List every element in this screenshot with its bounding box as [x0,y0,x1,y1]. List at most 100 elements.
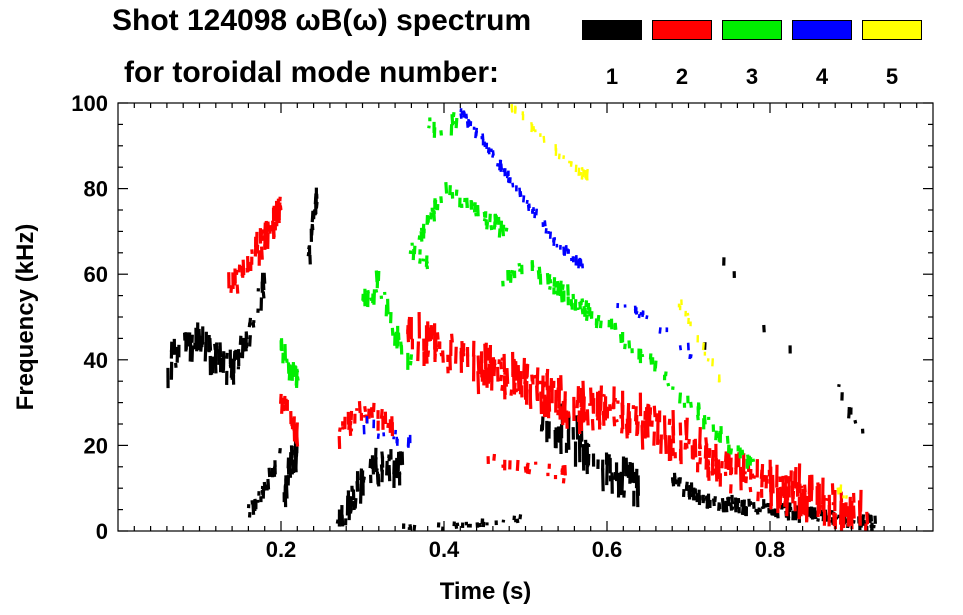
y-tick-label: 100 [71,91,108,116]
spectrum-streak [598,320,603,329]
spectrum-streak [476,371,481,395]
spectrum-streak [652,405,657,418]
spectrum-streak [560,284,565,291]
spectrum-streak [454,524,459,529]
spectrum-streak [516,365,521,392]
spectrum-streak [274,204,279,217]
spectrum-streak [689,354,693,359]
spectrum-streak [374,288,379,293]
spectrum-streak [532,126,536,132]
spectrum-streak [517,262,522,267]
spectrum-streak [526,204,531,212]
spectrum-streak [387,464,392,482]
spectrum-streak [630,462,635,483]
axis-ticks: 0.2 0.4 0.6 0.8 0 20 40 60 80 100 [71,91,933,562]
spectrum-streak [338,427,342,432]
chart-title-line2: for toroidal mode number: [124,56,499,89]
spectrum-streak [376,433,380,439]
spectrum-streak [500,357,505,362]
spectrum-streak [861,514,866,522]
spectrum-streak [357,401,362,414]
spectrum-streak [694,495,699,501]
spectrum-streak [235,284,240,294]
spectrum-streak [729,502,734,511]
spectrum-streak [232,350,237,362]
spectrum-streak [684,481,689,489]
spectrum-streak [687,438,691,445]
spectrum-streak [658,327,662,334]
legend-label-1: 1 [605,64,619,89]
spectrum-streak [547,274,552,282]
spectrum-streak [372,289,377,305]
y-tick-label: 20 [84,433,108,458]
spectrum-streak [590,419,595,431]
spectrum-streak [785,491,790,517]
spectrum-streak [310,210,315,223]
spectrum-streak [418,258,422,264]
spectrum-marks [166,104,877,532]
spectrum-streak [691,446,696,460]
spectrum-streak [486,347,491,361]
spectrum-streak [278,447,282,454]
spectrum-streak [472,202,477,213]
spectrum-streak [548,286,552,290]
spectrum-streak [409,354,414,361]
spectrum-streak [209,356,214,375]
y-tick-label: 80 [84,177,108,202]
spectrum-streak [748,486,753,493]
spectrum-streak [469,201,474,207]
spectrum-streak [370,407,374,418]
spectrum-streak [419,230,424,242]
x-tick-label: 0.8 [755,537,786,562]
spectrum-streak [584,314,589,321]
spectrum-streak [620,402,625,430]
spectrum-streak [613,397,617,402]
spectrum-streak [417,235,422,241]
spectrum-streak [528,389,533,409]
legend-label-4: 4 [815,64,829,89]
spectrum-streak [496,162,500,167]
series-mode-3 [279,111,756,469]
spectrum-streak [689,401,693,408]
spectrum-streak [563,405,567,423]
legend-swatch-4 [792,20,852,40]
spectrum-streak [503,370,507,376]
spectrum-streak [267,467,272,478]
spectrum-streak [746,454,750,461]
spectrum-streak [793,466,798,487]
spectrum-streak [518,187,522,196]
spectrum-streak [497,228,502,238]
spectrum-streak [515,459,520,471]
spectrum-streak [585,409,590,426]
spectrum-streak [492,453,497,461]
spectrum-streak [272,469,277,478]
legend-label-2: 2 [675,64,689,89]
spectrum-streak [427,327,431,342]
spectrum-streak [295,422,299,437]
spectrum-streak [697,495,702,506]
spectrum-streak [601,468,605,492]
spectrum-streak [511,182,515,188]
y-axis-label: Frequency (kHz) [12,224,39,411]
spectrum-streak [612,416,617,427]
spectrum-streak [295,434,300,447]
spectrum-streak [348,496,353,514]
spectrum-streak [522,195,526,203]
spectrum-streak [580,298,585,303]
spectrum-streak [579,259,583,267]
spectrum-streak [542,135,546,143]
spectrum-streak [208,338,213,351]
spectrum-streak [865,511,870,525]
spectrum-streak [279,393,283,404]
spectrum-streak [435,332,440,340]
spectrum-streak [725,435,730,444]
spectrum-streak [376,473,381,487]
spectrum-streak [704,443,709,470]
spectrum-streak [778,486,783,491]
spectrum-streak [698,427,702,449]
spectrum-streak [729,448,734,455]
spectrum-streak [241,259,246,276]
spectrum-streak [522,357,526,380]
spectrum-streak [751,458,756,463]
